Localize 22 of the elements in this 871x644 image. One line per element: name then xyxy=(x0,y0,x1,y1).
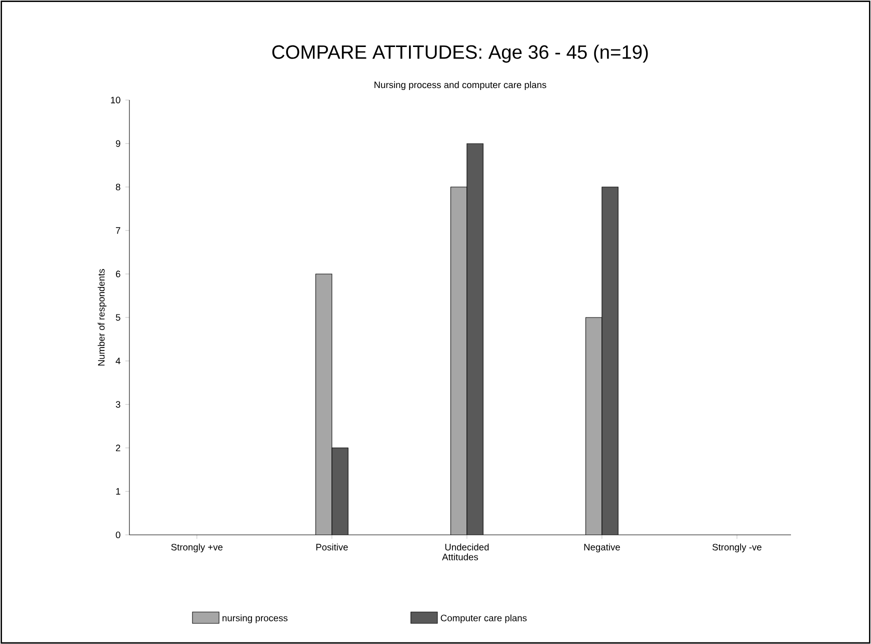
y-tick-label: 7 xyxy=(116,227,120,234)
legend-label: Computer care plans xyxy=(440,614,527,624)
y-tick-label: 1 xyxy=(116,488,120,494)
x-tick-label: Undecided xyxy=(445,543,489,550)
legend-label: nursing process xyxy=(222,614,288,624)
y-tick-label: 10 xyxy=(111,96,120,104)
y-tick-label: 0 xyxy=(116,531,120,538)
y-tick-label: 8 xyxy=(116,184,120,190)
x-tick-label: Positive xyxy=(316,543,348,550)
y-tick-label: 2 xyxy=(116,444,120,452)
y-tick-label: 9 xyxy=(116,140,120,147)
y-tick-label: 3 xyxy=(116,401,120,408)
x-tick-label: Negative xyxy=(584,543,620,552)
x-axis-title: Attitudes xyxy=(442,553,478,560)
x-tick-label: Strongly +ve xyxy=(171,543,223,552)
x-tick-label: Strongly -ve xyxy=(712,543,762,552)
chart-title: COMPARE ATTITUDES: Age 36 - 45 (n=19) xyxy=(272,44,648,63)
y-tick-label: 4 xyxy=(116,358,120,364)
y-tick-label: 6 xyxy=(116,270,120,278)
y-tick-label: 5 xyxy=(116,314,120,321)
chart-subtitle: Nursing process and computer care plans xyxy=(374,81,546,90)
y-axis-title: Number of respondents xyxy=(98,268,106,366)
